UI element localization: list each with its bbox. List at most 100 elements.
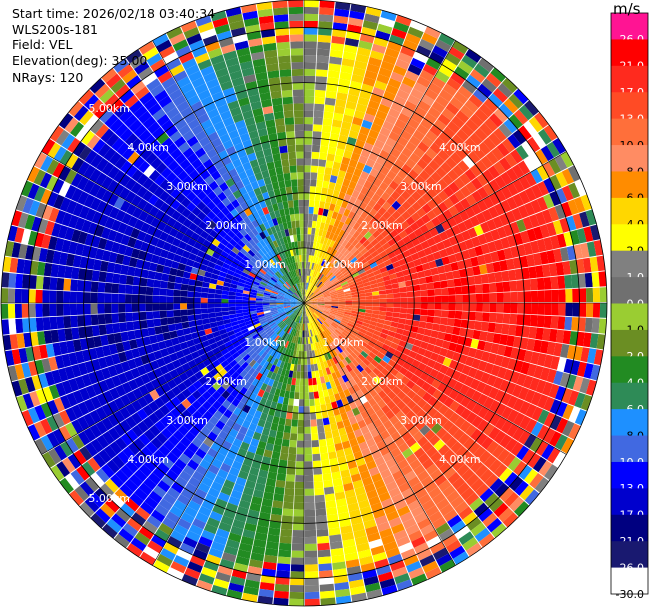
velocity-gate: [373, 330, 382, 337]
velocity-gate: [134, 469, 148, 483]
velocity-gate: [94, 488, 110, 503]
velocity-gate: [428, 82, 443, 95]
velocity-gate: [514, 501, 530, 517]
velocity-gate: [156, 220, 167, 232]
velocity-gate: [372, 202, 382, 212]
velocity-gate: [186, 135, 199, 147]
velocity-gate: [477, 393, 489, 406]
velocity-gate: [438, 324, 447, 333]
velocity-gate: [283, 316, 290, 323]
velocity-gate: [181, 388, 192, 399]
velocity-gate: [84, 326, 94, 338]
velocity-gate: [294, 488, 304, 496]
velocity-gate: [546, 250, 556, 264]
velocity-gate: [291, 335, 296, 343]
velocity-gate: [86, 134, 101, 150]
velocity-gate: [271, 342, 278, 350]
velocity-gate: [126, 391, 137, 403]
velocity-gate: [317, 296, 324, 300]
velocity-gate: [357, 192, 366, 202]
velocity-gate: [120, 394, 132, 407]
velocity-gate: [67, 453, 82, 469]
velocity-gate: [316, 307, 324, 311]
velocity-gate: [270, 458, 280, 467]
velocity-gate: [335, 286, 343, 291]
velocity-gate: [143, 546, 160, 560]
velocity-gate: [163, 542, 179, 555]
velocity-gate: [347, 322, 355, 328]
velocity-gate: [202, 239, 212, 248]
velocity-gate: [425, 566, 442, 580]
velocity-gate: [2, 334, 12, 351]
velocity-gate: [283, 305, 291, 308]
velocity-gate: [163, 439, 175, 452]
velocity-gate: [343, 270, 351, 277]
velocity-gate: [179, 542, 195, 555]
velocity-gate: [383, 320, 392, 326]
velocity-gate: [552, 138, 566, 155]
velocity-gate: [256, 193, 265, 203]
velocity-gate: [518, 125, 532, 141]
velocity-gate: [229, 183, 239, 194]
velocity-gate: [416, 207, 427, 218]
velocity-gate: [329, 311, 337, 316]
velocity-gate: [236, 401, 246, 411]
velocity-gate: [496, 226, 507, 239]
velocity-gate: [245, 356, 254, 365]
velocity-gate: [567, 199, 579, 215]
velocity-gate: [334, 338, 341, 346]
velocity-gate: [314, 89, 326, 98]
velocity-gate: [465, 74, 481, 89]
velocity-gate: [427, 309, 435, 317]
velocity-gate: [35, 275, 44, 290]
velocity-gate: [344, 307, 352, 311]
velocity-gate: [18, 378, 29, 395]
velocity-gate: [400, 220, 410, 230]
velocity-gate: [198, 221, 208, 231]
velocity-gate: [183, 447, 195, 459]
velocity-gate: [277, 396, 284, 404]
velocity-gate: [310, 305, 317, 310]
velocity-gate: [378, 67, 393, 78]
velocity-gate: [454, 501, 469, 515]
velocity-gate: [341, 283, 349, 289]
velocity-gate: [242, 486, 255, 496]
velocity-gate: [330, 292, 338, 296]
velocity-gate: [346, 264, 354, 271]
velocity-gate: [404, 370, 414, 380]
velocity-gate: [289, 363, 295, 371]
velocity-gate: [292, 412, 299, 420]
velocity-gate: [306, 309, 310, 316]
velocity-gate: [102, 203, 114, 217]
velocity-gate: [356, 372, 365, 381]
velocity-gate: [280, 314, 288, 320]
velocity-gate: [263, 274, 271, 281]
velocity-gate: [180, 436, 192, 448]
velocity-gate: [398, 442, 410, 453]
velocity-gate: [368, 538, 383, 549]
velocity-gate: [478, 141, 491, 156]
velocity-gate: [391, 376, 401, 386]
velocity-gate: [495, 282, 504, 293]
velocity-gate: [304, 297, 309, 303]
velocity-gate: [415, 378, 426, 388]
velocity-gate: [263, 353, 271, 361]
velocity-gate: [137, 396, 149, 408]
velocity-gate: [319, 222, 326, 230]
velocity-gate: [324, 493, 336, 502]
velocity-gate: [120, 331, 129, 342]
velocity-gate: [162, 492, 177, 506]
velocity-gate: [197, 482, 211, 494]
velocity-gate: [197, 269, 206, 277]
velocity-gate: [435, 258, 444, 267]
velocity-gate: [421, 499, 436, 512]
velocity-gate: [304, 103, 314, 111]
velocity-gate: [331, 278, 339, 285]
velocity-gate: [304, 268, 306, 276]
velocity-gate: [297, 309, 302, 316]
velocity-gate: [324, 320, 331, 326]
velocity-gate: [276, 303, 284, 305]
velocity-gate: [304, 419, 311, 427]
velocity-gate: [293, 307, 300, 313]
velocity-gate: [22, 318, 31, 333]
